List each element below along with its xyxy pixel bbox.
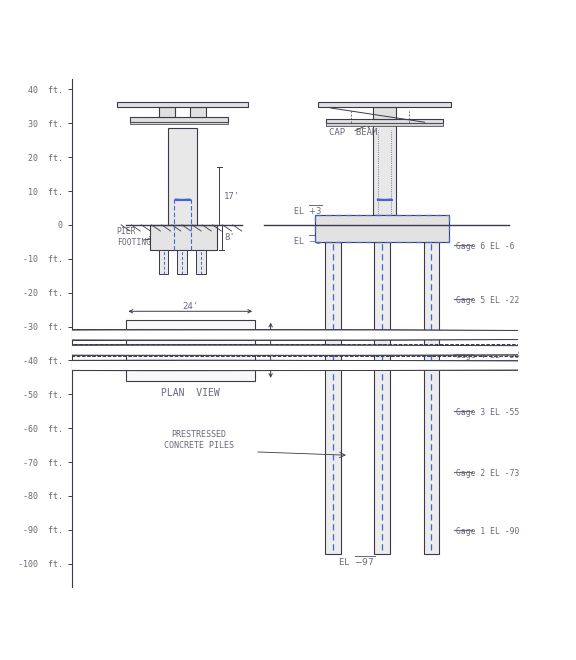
Bar bbox=[377, 199, 392, 200]
Bar bbox=[177, 250, 187, 274]
Circle shape bbox=[0, 330, 576, 340]
Circle shape bbox=[0, 345, 576, 355]
Text: 17': 17' bbox=[223, 191, 240, 201]
Bar bbox=[175, 199, 190, 200]
Text: Gage 4 EL -38: Gage 4 EL -38 bbox=[456, 350, 520, 360]
Bar bbox=[150, 225, 217, 250]
Bar bbox=[327, 119, 442, 123]
Text: EL $\overline{+3}$: EL $\overline{+3}$ bbox=[293, 203, 323, 216]
Bar bbox=[159, 108, 175, 117]
Bar bbox=[317, 102, 452, 108]
Circle shape bbox=[0, 360, 576, 370]
Bar bbox=[168, 128, 197, 225]
Circle shape bbox=[0, 345, 576, 355]
Circle shape bbox=[0, 330, 576, 340]
Text: 24': 24' bbox=[182, 302, 198, 311]
Bar bbox=[423, 242, 439, 554]
Bar bbox=[158, 250, 168, 274]
Text: CAP  BEAM: CAP BEAM bbox=[329, 128, 377, 137]
Circle shape bbox=[0, 360, 576, 370]
Text: PRESTRESSED
CONCRETE PILES: PRESTRESSED CONCRETE PILES bbox=[164, 430, 234, 451]
Text: EL $\overline{-97}$: EL $\overline{-97}$ bbox=[338, 554, 375, 568]
Text: 14': 14' bbox=[278, 346, 293, 354]
Bar bbox=[315, 214, 449, 242]
Bar bbox=[190, 108, 206, 117]
Bar bbox=[374, 242, 390, 554]
Text: Gage 5 EL -22: Gage 5 EL -22 bbox=[456, 296, 520, 306]
Text: EL $\overline{-5}$: EL $\overline{-5}$ bbox=[293, 233, 323, 247]
Bar bbox=[327, 123, 442, 126]
Text: PLAN  VIEW: PLAN VIEW bbox=[161, 387, 219, 397]
Bar bbox=[126, 319, 255, 381]
Text: PIER
FOOTING: PIER FOOTING bbox=[116, 226, 151, 247]
Bar bbox=[130, 117, 228, 121]
Bar bbox=[130, 121, 228, 124]
Text: Gage 1 EL -90: Gage 1 EL -90 bbox=[456, 527, 520, 536]
Circle shape bbox=[0, 360, 576, 370]
Circle shape bbox=[0, 345, 576, 355]
Text: Gage 2 EL -73: Gage 2 EL -73 bbox=[456, 469, 520, 478]
Text: 8': 8' bbox=[225, 233, 236, 242]
Circle shape bbox=[0, 345, 576, 355]
Circle shape bbox=[0, 330, 576, 340]
Text: Gage 6 EL -6: Gage 6 EL -6 bbox=[456, 242, 514, 251]
Bar bbox=[373, 123, 396, 214]
Bar bbox=[196, 250, 206, 274]
Text: Gage 3 EL -55: Gage 3 EL -55 bbox=[456, 409, 520, 417]
Bar bbox=[116, 102, 248, 108]
Bar bbox=[373, 108, 396, 119]
Circle shape bbox=[0, 360, 576, 370]
Circle shape bbox=[0, 330, 576, 340]
Bar bbox=[0, 344, 576, 356]
Bar bbox=[325, 242, 341, 554]
